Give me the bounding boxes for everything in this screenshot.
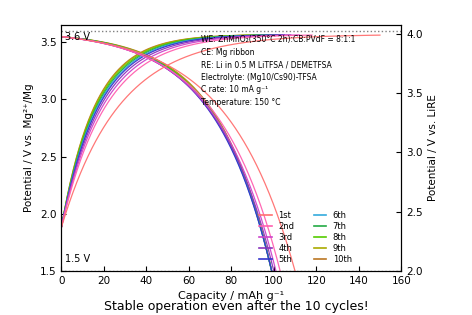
Text: 1.5 V: 1.5 V: [65, 254, 90, 264]
Text: Stable operation even after the 10 cycles!: Stable operation even after the 10 cycle…: [104, 301, 368, 313]
Text: 3.6 V: 3.6 V: [65, 32, 90, 42]
Y-axis label: Potential / V vs. Mg²⁺/Mg: Potential / V vs. Mg²⁺/Mg: [25, 84, 34, 212]
Y-axis label: Potential / V vs. LiRE: Potential / V vs. LiRE: [428, 94, 438, 202]
Legend: 6th, 7th, 8th, 9th, 10th: 6th, 7th, 8th, 9th, 10th: [313, 211, 352, 264]
X-axis label: Capacity / mAh g⁻¹: Capacity / mAh g⁻¹: [178, 291, 284, 301]
Text: WE: ZnMnO₂(350°C 2h):CB:PVdF = 8:1:1
CE: Mg ribbon
RE: Li in 0.5 M LiTFSA / DEME: WE: ZnMnO₂(350°C 2h):CB:PVdF = 8:1:1 CE:…: [201, 35, 355, 106]
